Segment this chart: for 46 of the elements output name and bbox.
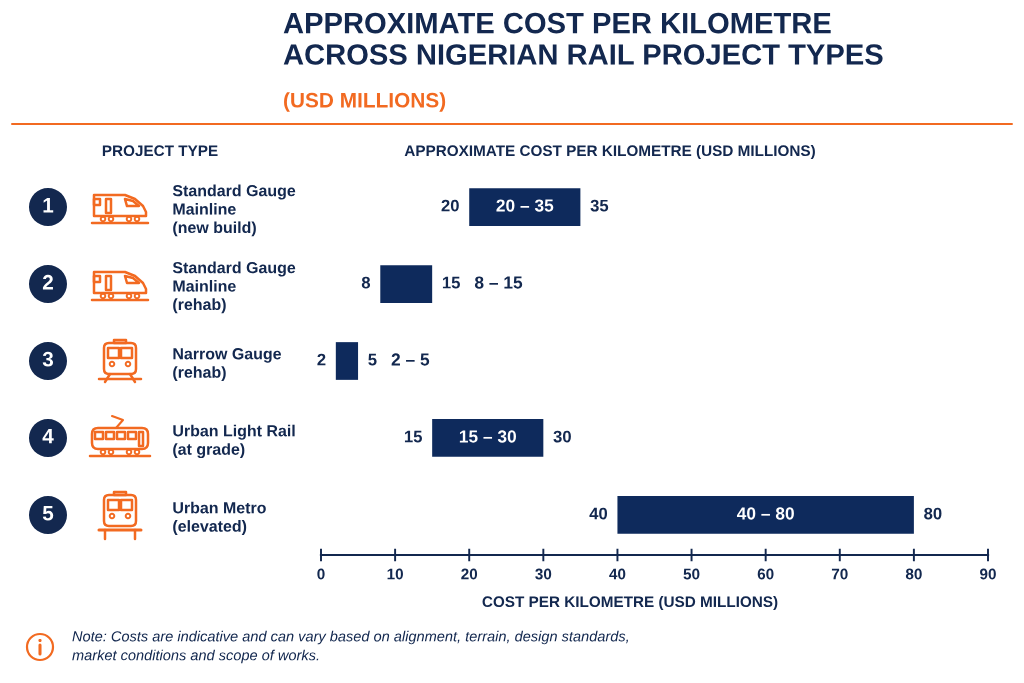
x-tick-label: 40 [609, 568, 626, 580]
annotation: 35 [590, 199, 609, 212]
x-tick-label: 50 [683, 568, 700, 580]
x-tick-label: 10 [387, 568, 403, 580]
bar [617, 496, 914, 534]
bar [469, 188, 581, 226]
bar [335, 342, 359, 380]
x-tick-label: 30 [535, 568, 552, 580]
text: 1 [43, 198, 54, 213]
y-axis-title: PROJECT TYPE [102, 145, 218, 157]
annotation: 80 [924, 507, 942, 520]
text: 4 [42, 429, 54, 444]
annotation: 5 [368, 353, 377, 366]
text: 5 [42, 506, 54, 521]
x-tick-label: 20 [461, 568, 478, 580]
annotation: 15 – 30 [459, 430, 516, 443]
chart-title: APPROXIMATE COST PER KILOMETRE ACROSS NIGERIAN RAIL PROJECT TYPES [283, 12, 883, 65]
annotation: 15 [404, 430, 422, 443]
text: 2 [42, 274, 53, 290]
x-tick-label: 80 [905, 568, 922, 580]
annotation: 20 – 35 [496, 199, 554, 212]
x-axis-title: COST PER KILOMETRE (USD MILLIONS) [482, 595, 778, 611]
y-tick-label: Standard Gauge Mainline (new build) [172, 184, 296, 237]
y-tick-label: Urban Metro (elevated) [173, 501, 266, 535]
chart-subtitle: (USD MILLIONS) [284, 92, 446, 112]
text: Note: Costs are indicative and can vary based on alignment, terrain, design standards, market conditions and scope of works. [72, 630, 629, 664]
annotation: 8 [361, 276, 371, 289]
y-tick-label: Standard Gauge Mainline (rehab) [172, 261, 296, 314]
annotation: 20 [441, 199, 459, 212]
y-tick-label: Urban Light Rail (at grade) [173, 424, 295, 459]
annotation: 40 [589, 507, 608, 520]
text: 3 [42, 351, 54, 367]
bar [432, 419, 544, 457]
x-tick-label: 0 [317, 568, 325, 580]
x-tick-label: 90 [980, 568, 996, 580]
bar [380, 265, 433, 303]
annotation: 30 [553, 430, 571, 443]
x-tick-label: 70 [831, 568, 848, 580]
annotation: 15 [442, 276, 460, 289]
text: APPROXIMATE COST PER KILOMETRE (USD MILLIONS) [404, 144, 815, 160]
annotation: 40 – 80 [736, 507, 794, 520]
annotation: 2 – 5 [391, 353, 430, 366]
annotation: 8 – 15 [474, 276, 523, 289]
annotation: 2 [317, 353, 326, 366]
y-tick-label: Narrow Gauge (rehab) [173, 348, 282, 382]
x-tick-label: 60 [757, 568, 774, 580]
